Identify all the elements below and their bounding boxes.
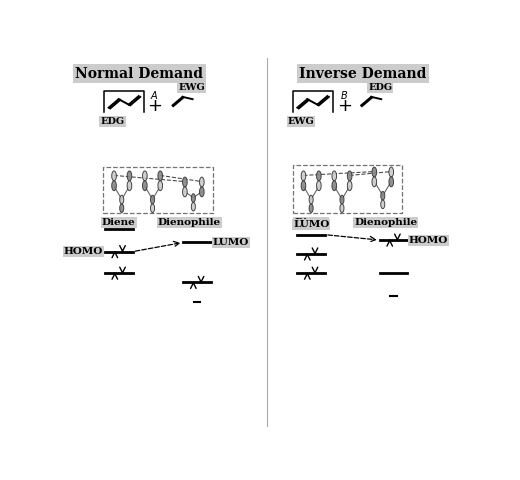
Text: A: A (151, 91, 158, 101)
Text: Diene: Diene (294, 218, 328, 227)
Ellipse shape (340, 195, 344, 204)
Ellipse shape (317, 181, 321, 191)
Ellipse shape (389, 167, 394, 177)
Ellipse shape (389, 177, 394, 187)
Ellipse shape (381, 200, 385, 209)
Ellipse shape (112, 181, 116, 191)
Ellipse shape (372, 177, 376, 187)
Text: EWG: EWG (178, 83, 205, 92)
Ellipse shape (309, 204, 313, 213)
Text: Dienophile: Dienophile (354, 218, 418, 227)
Ellipse shape (301, 171, 306, 181)
Ellipse shape (191, 194, 196, 203)
Ellipse shape (301, 181, 306, 191)
Text: HOMO: HOMO (64, 247, 103, 256)
Text: +: + (147, 97, 162, 115)
Ellipse shape (158, 171, 163, 181)
Ellipse shape (317, 171, 321, 181)
Ellipse shape (158, 181, 163, 191)
Ellipse shape (340, 204, 344, 213)
Ellipse shape (191, 203, 196, 211)
Text: LUMO: LUMO (213, 238, 249, 247)
Ellipse shape (183, 177, 187, 187)
Text: B: B (341, 91, 348, 101)
Ellipse shape (150, 195, 154, 204)
Ellipse shape (347, 181, 352, 191)
Ellipse shape (200, 177, 204, 187)
Text: EWG: EWG (288, 117, 315, 126)
Ellipse shape (127, 181, 132, 191)
Ellipse shape (332, 171, 336, 181)
Ellipse shape (200, 187, 204, 197)
Ellipse shape (112, 171, 116, 181)
Ellipse shape (381, 192, 385, 200)
Text: LUMO: LUMO (293, 220, 329, 229)
Text: EDG: EDG (100, 117, 125, 126)
Ellipse shape (372, 167, 376, 177)
Text: Diene: Diene (102, 218, 136, 227)
Ellipse shape (120, 195, 124, 204)
Text: EDG: EDG (368, 83, 393, 92)
Ellipse shape (142, 181, 147, 191)
Text: +: + (337, 97, 353, 115)
Text: HOMO: HOMO (409, 236, 448, 245)
Ellipse shape (142, 171, 147, 181)
Ellipse shape (150, 204, 154, 213)
Text: Normal Demand: Normal Demand (75, 67, 203, 81)
Ellipse shape (127, 171, 132, 181)
Ellipse shape (309, 195, 313, 204)
Text: Inverse Demand: Inverse Demand (299, 67, 426, 81)
Ellipse shape (347, 171, 352, 181)
Ellipse shape (120, 204, 124, 213)
Text: Dienophile: Dienophile (158, 218, 221, 227)
Ellipse shape (183, 187, 187, 197)
Ellipse shape (332, 181, 336, 191)
